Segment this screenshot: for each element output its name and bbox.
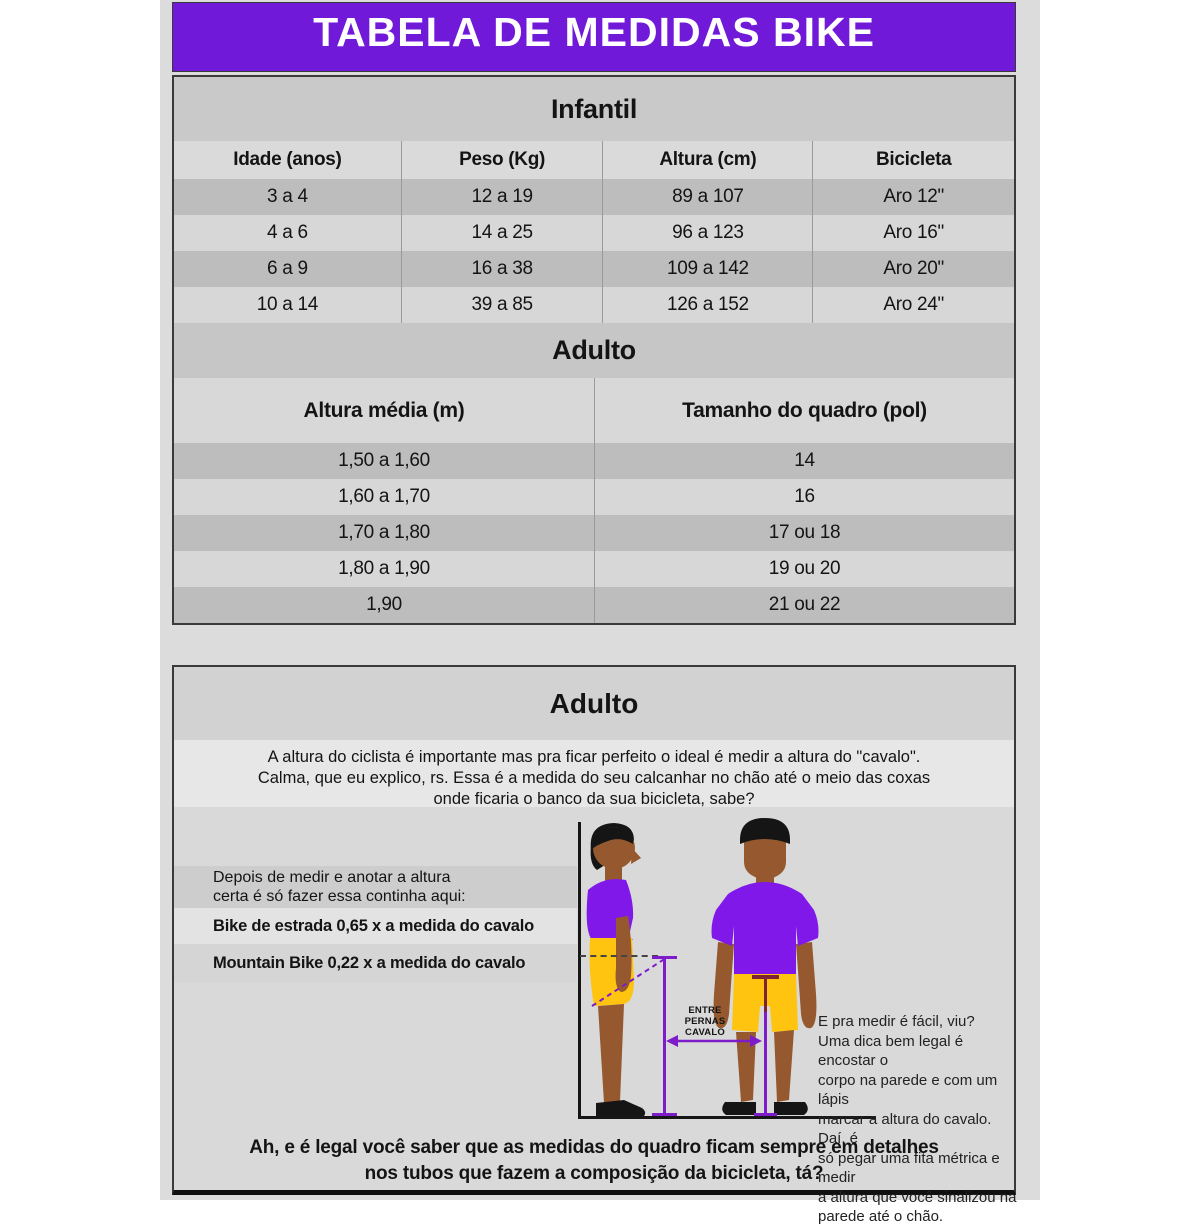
table-row: 1,60 a 1,70 16: [174, 479, 1014, 515]
cavalo-diagonal-dashed-line: [591, 957, 667, 1007]
table-cell: 1,90: [366, 594, 402, 615]
page-title: TABELA DE MEDIDAS BIKE: [313, 8, 875, 55]
table-row: 3 a 4 12 a 19 89 a 107 Aro 12": [174, 179, 1014, 215]
guide-section-title: Adulto: [174, 667, 1014, 740]
table-cell: 19 ou 20: [594, 551, 1014, 587]
table-cell: 96 a 123: [602, 215, 812, 251]
footer-note: Ah, e é legal você saber que as medidas …: [249, 1137, 939, 1184]
table-cell: 21 ou 22: [594, 587, 1014, 623]
column-header: Tamanho do quadro (pol): [594, 378, 1014, 443]
table-row: 1,90 21 ou 22: [174, 587, 1014, 623]
wall-line: [578, 822, 581, 1119]
inseam-line-top-cap: [752, 975, 779, 979]
size-table: Infantil Idade (anos) Peso (Kg) Altura (…: [172, 75, 1016, 625]
table-cell: 1,50 a 1,60: [338, 450, 430, 471]
table-cell: 10 a 14: [256, 294, 319, 315]
table-cell: 3 a 4: [267, 186, 308, 207]
table-cell: 126 a 152: [602, 287, 812, 323]
table-cell: 16 a 38: [400, 251, 603, 287]
guide-intro-text: A altura do ciclista é importante mas pr…: [174, 740, 1014, 808]
table-row: 1,50 a 1,60 14: [174, 443, 1014, 479]
infantil-header-row: Idade (anos) Peso (Kg) Altura (cm) Bicic…: [174, 141, 1014, 179]
mountain-bike-formula: Mountain Bike 0,22 x a medida do cavalo: [174, 944, 577, 982]
entre-pernas-label: ENTRE PERNAS CAVALO: [684, 1005, 726, 1038]
measuring-tip-text: E pra medir é fácil, viu? Uma dica bem l…: [818, 1013, 1017, 1225]
column-header: Idade (anos): [233, 149, 342, 170]
table-row: 10 a 14 39 a 85 126 a 152 Aro 24": [174, 287, 1014, 323]
table-cell: 12 a 19: [400, 179, 603, 215]
infantil-section-title: Infantil: [174, 77, 1014, 141]
table-row: 4 a 6 14 a 25 96 a 123 Aro 16": [174, 215, 1014, 251]
floor-line: [578, 1116, 876, 1119]
table-cell: 16: [594, 479, 1014, 515]
table-cell: 14: [594, 443, 1014, 479]
measure-line-bottom-cap: [652, 1113, 677, 1116]
table-cell: Aro 24": [812, 287, 1014, 323]
table-cell: 6 a 9: [267, 258, 308, 279]
table-cell: Aro 12": [812, 179, 1014, 215]
table-cell: 39 a 85: [400, 287, 603, 323]
cavalo-measure-line: [663, 958, 666, 1116]
column-header: Altura média (m): [303, 398, 465, 422]
column-header: Peso (Kg): [400, 141, 603, 179]
table-row: 1,80 a 1,90 19 ou 20: [174, 551, 1014, 587]
masthead: TABELA DE MEDIDAS BIKE: [172, 2, 1016, 72]
table-cell: 89 a 107: [602, 179, 812, 215]
infographic-column: TABELA DE MEDIDAS BIKE Infantil Idade (a…: [160, 0, 1040, 1225]
table-cell: 1,70 a 1,80: [338, 522, 430, 543]
measure-line-top-cap: [652, 956, 677, 959]
front-view-person-illustration: [711, 818, 819, 1115]
adulto-section-title: Adulto: [174, 323, 1014, 378]
entre-pernas-arrow: [666, 1035, 762, 1047]
inseam-line-lower: [764, 1012, 767, 1116]
cavalo-height-dashed-line: [580, 955, 658, 957]
column-header: Bicicleta: [812, 141, 1014, 179]
table-row: 6 a 9 16 a 38 109 a 142 Aro 20": [174, 251, 1014, 287]
formula-intro-text: Depois de medir e anotar a altura certa …: [174, 866, 577, 908]
table-cell: 17 ou 18: [594, 515, 1014, 551]
table-row: 1,70 a 1,80 17 ou 18: [174, 515, 1014, 551]
table-cell: 1,60 a 1,70: [338, 486, 430, 507]
table-cell: 109 a 142: [602, 251, 812, 287]
table-cell: Aro 16": [812, 215, 1014, 251]
measuring-guide-box: Adulto A altura do ciclista é importante…: [172, 665, 1016, 1225]
table-cell: 4 a 6: [267, 222, 308, 243]
column-header: Altura (cm): [602, 141, 812, 179]
table-cell: 1,80 a 1,90: [338, 558, 430, 579]
adulto-header-row: Altura média (m) Tamanho do quadro (pol): [174, 378, 1014, 443]
inseam-line-bottom-cap: [754, 1113, 777, 1116]
inseam-line-upper: [764, 978, 767, 1012]
road-bike-formula: Bike de estrada 0,65 x a medida do caval…: [174, 908, 577, 944]
table-cell: 14 a 25: [400, 215, 603, 251]
table-cell: Aro 20": [812, 251, 1014, 287]
